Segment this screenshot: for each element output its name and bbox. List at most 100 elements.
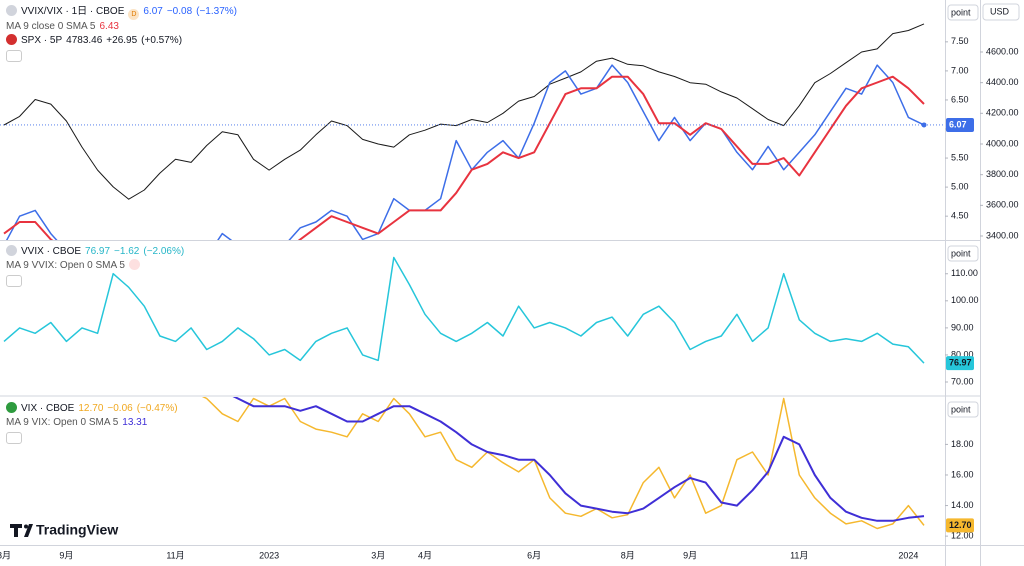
series-line xyxy=(232,397,925,522)
legend-row: VIX · CBOE 12.70 −0.06 (−0.47%) xyxy=(6,402,182,416)
x-tick-label: 11月 xyxy=(166,550,184,560)
x-tick-label: 6月 xyxy=(527,550,541,560)
price-tag-label: 76.97 xyxy=(949,358,972,368)
symbol-icon xyxy=(6,5,17,16)
change: −0.08 xyxy=(166,6,193,17)
y2-tick-label: 4600.00 xyxy=(986,46,1019,56)
price-tag xyxy=(946,356,974,371)
collapse-button[interactable] xyxy=(6,432,22,444)
price-tag xyxy=(946,518,974,533)
y-tick-label: 16.00 xyxy=(951,469,974,479)
y-tick-label: 12.00 xyxy=(951,531,974,541)
indicator-name: MA 9 VIX: Open 0 SMA 5 xyxy=(6,417,119,428)
badge: D xyxy=(128,9,140,20)
change: −1.62 xyxy=(114,246,140,257)
x-tick-label: 3月 xyxy=(371,550,385,560)
symbol-name: VIX · CBOE xyxy=(21,403,75,414)
y-tick-label: 80.00 xyxy=(951,349,974,359)
change-pct: (−0.47%) xyxy=(136,403,178,414)
collapse-button[interactable] xyxy=(6,50,22,62)
y2-tick-label: 3600.00 xyxy=(986,200,1019,210)
y-tick-label: 110.00 xyxy=(951,268,978,278)
axis-button xyxy=(947,4,979,21)
series-line xyxy=(3,256,925,364)
indicator-name: MA 9 VVIX: Open 0 SMA 5 xyxy=(6,260,125,271)
y2-tick-label: 3800.00 xyxy=(986,169,1019,179)
price: 12.70 xyxy=(78,403,104,414)
watermark: TradingView xyxy=(10,522,118,538)
symbol-name: VVIX/VIX · 1日 · CBOE xyxy=(21,6,125,17)
warning-icon xyxy=(128,259,140,270)
legend-row: MA 9 close 0 SMA 5 6.43 xyxy=(6,20,241,34)
change-pct: (−2.06%) xyxy=(143,246,185,257)
y-tick-label: 6.50 xyxy=(951,94,969,104)
legend-row: MA 9 VVIX: Open 0 SMA 5 xyxy=(6,259,188,273)
x-tick-label: 9月 xyxy=(59,550,73,560)
symbol-name: VVIX · CBOE xyxy=(21,246,82,257)
symbol-icon xyxy=(6,34,17,45)
x-tick-label: 4月 xyxy=(418,550,432,560)
change: −0.06 xyxy=(107,403,133,414)
currency-label: USD xyxy=(990,6,1010,16)
y-tick-label: 100.00 xyxy=(951,295,979,305)
y-tick-label: 90.00 xyxy=(951,322,974,332)
series-line xyxy=(201,397,925,530)
axis-mode-label: point xyxy=(951,248,971,258)
x-tick-label: 8月 xyxy=(621,550,635,560)
y-tick-label: 18.00 xyxy=(951,439,974,449)
watermark-text: TradingView xyxy=(36,522,118,538)
price: 76.97 xyxy=(85,246,111,257)
y2-tick-label: 4400.00 xyxy=(986,77,1019,87)
symbol-icon xyxy=(6,402,17,413)
x-tick-label: 11月 xyxy=(790,550,808,560)
price-tag-label: 12.70 xyxy=(949,520,972,530)
x-tick-label: 2024 xyxy=(898,550,918,560)
series-line xyxy=(3,75,925,240)
pane-legend: VVIX · CBOE 76.97 −1.62 (−2.06%) MA 9 VVIX:… xyxy=(6,245,188,292)
symbol-icon xyxy=(6,245,17,256)
legend-row: MA 9 VIX: Open 0 SMA 5 13.31 xyxy=(6,416,182,430)
y-tick-label: 4.50 xyxy=(951,211,969,221)
last-point xyxy=(921,122,927,128)
legend-row: VVIX · CBOE 76.97 −1.62 (−2.06%) xyxy=(6,245,188,259)
legend-row: SPX · 5P 4783.46 +26.95 (+0.57%) xyxy=(6,34,241,48)
x-tick-label: 8月 xyxy=(0,550,11,560)
y-tick-label: 7.50 xyxy=(951,36,969,46)
plot-area xyxy=(3,256,925,364)
change-pct: (+0.57%) xyxy=(141,35,183,46)
pane-legend: VIX · CBOE 12.70 −0.06 (−0.47%) MA 9 VIX: O… xyxy=(6,402,182,449)
currency-button[interactable] xyxy=(982,3,1020,21)
x-tick-label: 2023 xyxy=(259,550,279,560)
axis-mode-label: point xyxy=(951,7,971,17)
y-tick-label: 7.00 xyxy=(951,65,969,75)
y-tick-label: 5.50 xyxy=(951,152,969,162)
y2-tick-label: 4200.00 xyxy=(986,108,1019,118)
series-line xyxy=(5,64,925,240)
plot-area xyxy=(3,23,925,240)
y-tick-label: 14.00 xyxy=(951,500,974,510)
axis-mode-label: point xyxy=(951,404,971,414)
collapse-button[interactable] xyxy=(6,275,22,287)
price-tag-label: 6.07 xyxy=(949,119,967,129)
legend-row: VVIX/VIX · 1日 · CBOE D 6.07 −0.08 (−1.37%) xyxy=(6,5,241,20)
y2-tick-label: 4000.00 xyxy=(986,138,1019,148)
symbol-name: SPX · 5P xyxy=(21,35,63,46)
price: 6.07 xyxy=(143,6,163,17)
change-pct: (−1.37%) xyxy=(196,6,237,17)
price: 4783.46 xyxy=(66,35,103,46)
indicator-name: MA 9 close 0 SMA 5 xyxy=(6,21,96,32)
y-tick-label: 5.00 xyxy=(951,181,969,191)
y2-tick-label: 3400.00 xyxy=(986,230,1019,240)
pane-legend: VVIX/VIX · 1日 · CBOE D 6.07 −0.08 (−1.37%) M… xyxy=(6,5,241,67)
plot-area xyxy=(201,397,925,530)
axis-button xyxy=(947,401,979,418)
indicator-value: 6.43 xyxy=(99,21,119,32)
price-tag xyxy=(946,117,974,132)
indicator-value: 13.31 xyxy=(122,417,148,428)
axis-button xyxy=(947,245,979,262)
series-line xyxy=(3,23,925,200)
y-tick-label: 70.00 xyxy=(951,376,974,386)
